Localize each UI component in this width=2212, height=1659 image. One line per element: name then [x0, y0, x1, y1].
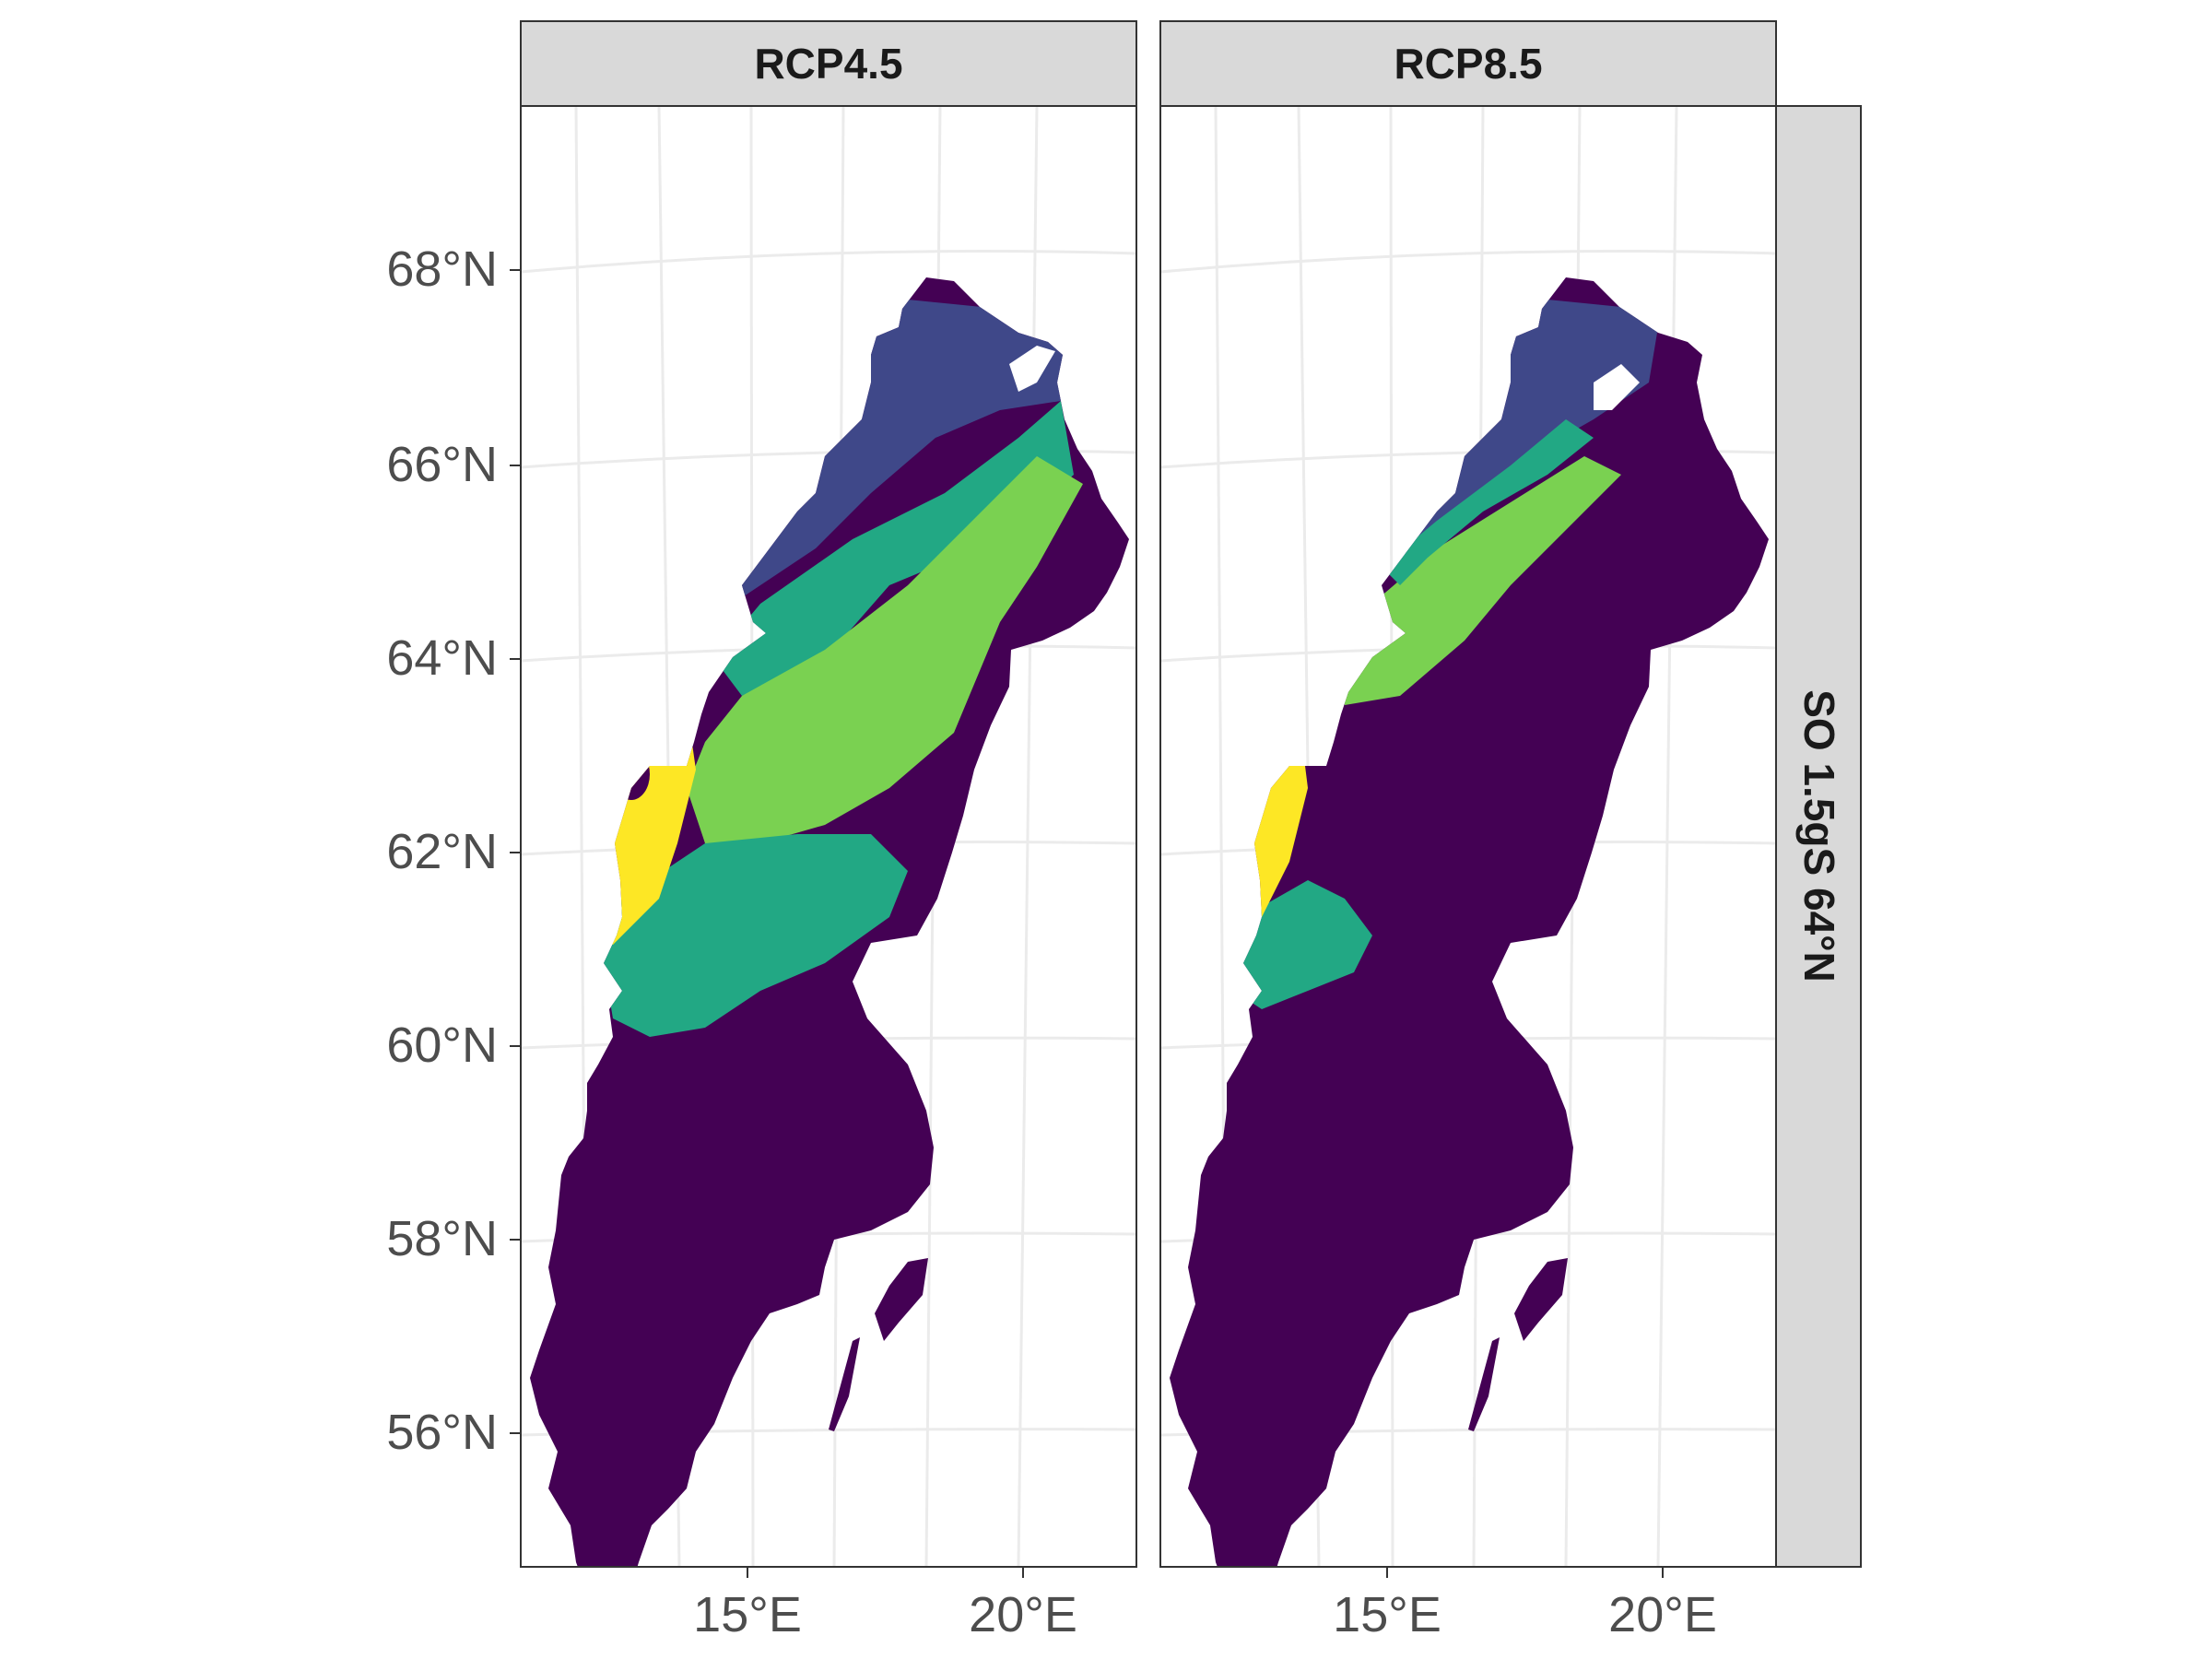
- facet-strip-label: RCP4.5: [754, 40, 902, 88]
- zone-white-patch: [1594, 364, 1640, 410]
- zone-teal: [714, 401, 1074, 696]
- row-strip-label: SO 1.5gS 64°N: [1795, 689, 1843, 982]
- zone-dark-patch: [613, 748, 650, 800]
- zone-dark-patch: [1238, 749, 1267, 790]
- y-tick-label: 62°N: [386, 824, 498, 879]
- x-tick-label: 15°E: [1333, 1587, 1441, 1642]
- x-tick-label: 20°E: [1608, 1587, 1717, 1642]
- sweden-map: [530, 277, 1129, 1567]
- facet-strip-rcp85: [1159, 20, 1777, 107]
- zone-white-patch: [1009, 346, 1055, 392]
- map-panel-rcp45: RCP4.5: [520, 20, 1137, 1568]
- map-panel-rcp85: RCP8.5: [1159, 20, 1777, 1568]
- facet-strip-label: RCP8.5: [1394, 40, 1542, 88]
- facet-strip-rcp45: [520, 20, 1137, 107]
- zone-teal-south: [604, 834, 908, 1037]
- x-tick-label: 20°E: [969, 1587, 1077, 1642]
- island-oland: [829, 1337, 860, 1431]
- panel-border: [520, 105, 1137, 1568]
- zone-dark-patch: [586, 827, 612, 860]
- x-axis-panel-2: 15°E 20°E: [1333, 1567, 1717, 1642]
- island-oland: [1468, 1337, 1500, 1431]
- y-tick-label: 64°N: [386, 630, 498, 686]
- y-axis: 68°N 66°N 64°N 62°N 60°N 58°N 56°N: [386, 241, 521, 1460]
- island-gotland: [875, 1258, 928, 1341]
- zone-green: [1335, 456, 1621, 705]
- x-axis-panel-1: 15°E 20°E: [693, 1567, 1077, 1642]
- y-tick-label: 56°N: [386, 1405, 498, 1460]
- y-tick-label: 68°N: [386, 241, 498, 297]
- y-tick-label: 60°N: [386, 1018, 498, 1073]
- sweden-map: [1170, 277, 1769, 1567]
- x-tick-label: 15°E: [693, 1587, 802, 1642]
- row-strip: SO 1.5gS 64°N: [1775, 105, 1862, 1568]
- zone-green: [687, 456, 1083, 843]
- zone-teal: [1382, 419, 1594, 585]
- island-gotland: [1514, 1258, 1568, 1341]
- zone-blue: [705, 277, 1065, 622]
- y-tick-label: 58°N: [386, 1211, 498, 1266]
- zone-teal-south: [1234, 880, 1372, 1009]
- y-tick-label: 66°N: [386, 437, 498, 492]
